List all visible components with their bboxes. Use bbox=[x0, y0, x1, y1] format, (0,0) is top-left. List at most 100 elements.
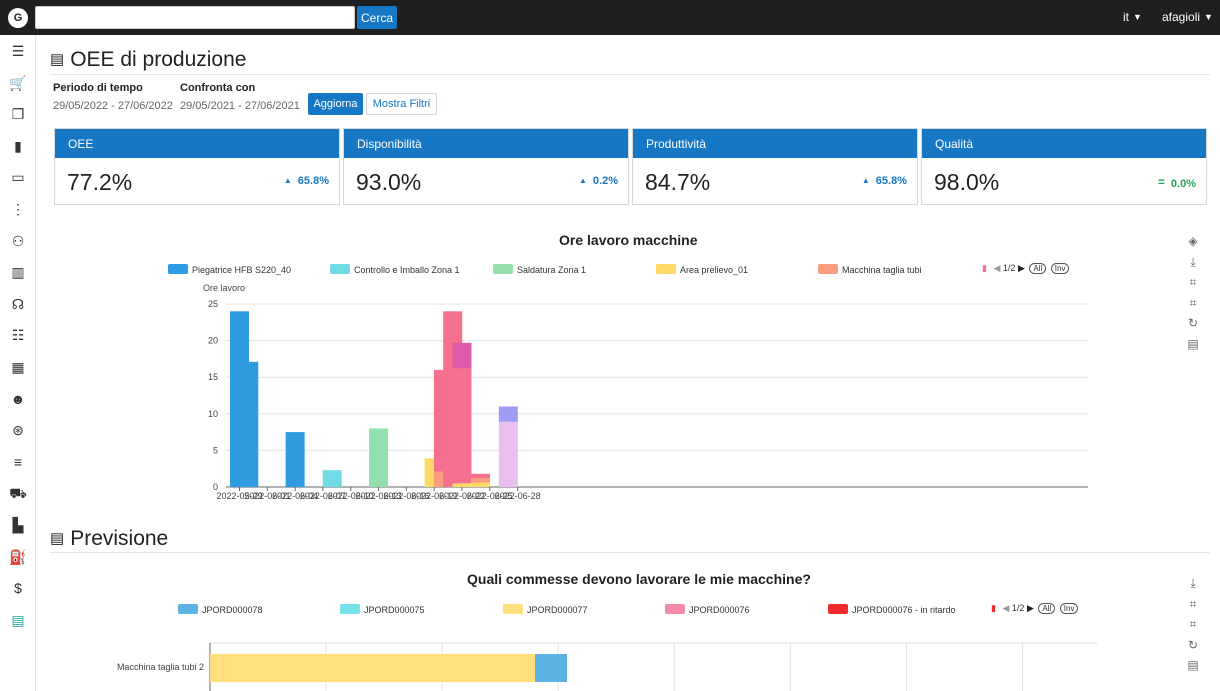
bar-segment[interactable] bbox=[369, 428, 389, 487]
legend-item[interactable]: Saldatura Zona 1 bbox=[493, 264, 586, 275]
period-value[interactable]: 29/05/2022 - 27/06/2022 bbox=[53, 100, 173, 112]
legend-item[interactable]: JPORD000076 - in ritardo bbox=[828, 604, 956, 615]
headset-icon[interactable]: ☊ bbox=[11, 295, 25, 312]
section-divider bbox=[50, 74, 1210, 75]
bar-segment[interactable] bbox=[471, 482, 491, 487]
app-logo-icon[interactable]: G bbox=[8, 8, 28, 28]
bar-segment[interactable] bbox=[452, 368, 472, 484]
search-button[interactable]: Cerca bbox=[357, 6, 397, 29]
bar-segment[interactable] bbox=[285, 432, 305, 487]
bar-segment[interactable] bbox=[443, 311, 463, 487]
bar-segment[interactable] bbox=[452, 483, 472, 487]
crop-icon[interactable]: ⌗ bbox=[1189, 597, 1197, 611]
menu-icon[interactable]: ☰ bbox=[11, 43, 25, 59]
legend-swatch bbox=[178, 604, 198, 614]
legend-label: JPORD000077 bbox=[527, 605, 588, 615]
bar-segment[interactable] bbox=[424, 458, 444, 487]
cart-icon[interactable]: 🛒 bbox=[9, 74, 27, 91]
factory-icon[interactable]: ▙ bbox=[12, 517, 24, 533]
download-icon[interactable]: ⤓ bbox=[1190, 576, 1196, 590]
report-icon: ▤ bbox=[50, 51, 65, 68]
legend-item[interactable]: JPORD000075 bbox=[340, 604, 425, 615]
kpi-title: Qualità bbox=[922, 129, 1206, 158]
y-tick-label: 15 bbox=[208, 372, 218, 382]
refresh-icon[interactable]: ↻ bbox=[1187, 638, 1199, 652]
document-icon[interactable]: ▤ bbox=[1187, 337, 1199, 351]
crop-icon[interactable]: ⌗ bbox=[1189, 275, 1197, 289]
folder-icon[interactable]: ▭ bbox=[11, 169, 25, 186]
boxes-icon[interactable]: ❐ bbox=[11, 106, 25, 123]
forecast-section-title: ▤ Previsione bbox=[50, 527, 168, 551]
legend-item[interactable]: JPORD000076 bbox=[665, 604, 750, 615]
legend-label: JPORD000076 bbox=[689, 605, 750, 615]
next-page-icon[interactable]: ▶ bbox=[1026, 603, 1034, 613]
layers-icon[interactable]: ◈ bbox=[1188, 234, 1198, 248]
team-icon[interactable]: ☻ bbox=[10, 390, 26, 407]
crop-reset-icon[interactable]: ⌗ bbox=[1189, 617, 1197, 631]
language-selector[interactable]: it ▼ bbox=[1123, 10, 1142, 24]
refresh-icon[interactable]: ↻ bbox=[1187, 316, 1199, 330]
extinguisher-icon[interactable]: ⛽ bbox=[9, 548, 27, 565]
kpi-delta: ▲ 0.2% bbox=[579, 175, 618, 187]
legend-swatch bbox=[168, 264, 188, 274]
legend-item[interactable]: JPORD000077 bbox=[503, 604, 588, 615]
legend-item[interactable]: JPORD000078 bbox=[178, 604, 263, 615]
list-icon[interactable]: ☷ bbox=[11, 327, 25, 344]
bar-segment[interactable] bbox=[471, 473, 491, 479]
user-menu[interactable]: afagioli ▼ bbox=[1162, 10, 1213, 24]
bar-segment[interactable] bbox=[433, 369, 453, 472]
bar-segment[interactable] bbox=[498, 421, 518, 487]
legend-all-button[interactable]: All bbox=[1038, 603, 1056, 614]
compare-value[interactable]: 29/05/2021 - 27/06/2021 bbox=[180, 100, 300, 112]
bar-segment[interactable] bbox=[535, 654, 567, 682]
legend-item[interactable]: Area prelievo_01 bbox=[656, 264, 748, 275]
hierarchy-icon[interactable]: ⋮ bbox=[11, 201, 25, 217]
show-filters-button[interactable]: Mostra Filtri bbox=[366, 93, 437, 115]
bar-segment[interactable] bbox=[322, 470, 342, 487]
search-input[interactable] bbox=[35, 6, 355, 29]
bookmark-icon[interactable]: ▮ bbox=[14, 137, 22, 154]
legend-inv-button[interactable]: Inv bbox=[1050, 263, 1070, 274]
kpi-delta: ▲ 65.8% bbox=[862, 175, 907, 187]
legend-item[interactable]: Macchina taglia tubi bbox=[818, 264, 922, 275]
bar-segment[interactable] bbox=[210, 654, 536, 682]
legend-pager: ▮ ◀ 1/2 ▶ All Inv bbox=[982, 263, 1070, 274]
building-icon[interactable]: ▥ bbox=[11, 264, 25, 281]
prev-page-icon[interactable]: ◀ bbox=[993, 263, 1001, 273]
kpi-value: 84.7% bbox=[645, 169, 711, 195]
update-button[interactable]: Aggiorna bbox=[308, 93, 363, 115]
kpi-value: 77.2% bbox=[67, 169, 133, 195]
chart-grid bbox=[209, 642, 1098, 691]
legend-label: Controllo e Imballo Zona 1 bbox=[354, 265, 460, 275]
legend-item[interactable]: Controllo e Imballo Zona 1 bbox=[330, 264, 460, 275]
category-label: Macchina taglia tubi 2 bbox=[117, 662, 204, 672]
download-icon[interactable]: ⤓ bbox=[1190, 255, 1196, 269]
bar-segment[interactable] bbox=[452, 342, 472, 369]
kpi-value: 98.0% bbox=[934, 169, 1000, 195]
crop-reset-icon[interactable]: ⌗ bbox=[1189, 296, 1197, 310]
y-tick-label: 25 bbox=[208, 299, 218, 309]
prev-page-icon[interactable]: ◀ bbox=[1002, 603, 1010, 613]
document-icon[interactable]: ▤ bbox=[1187, 658, 1199, 672]
bar-segment[interactable] bbox=[498, 406, 518, 422]
calendar-icon[interactable]: ▦ bbox=[11, 359, 25, 375]
legend-inv-button[interactable]: Inv bbox=[1059, 603, 1079, 614]
coins-icon[interactable]: ⊛ bbox=[12, 422, 24, 439]
x-tick-label: 2022-06-07 bbox=[300, 491, 346, 501]
invoice-icon[interactable]: $ bbox=[14, 580, 22, 597]
kpi-card-productivity: Produttività 84.7% ▲ 65.8% bbox=[632, 128, 918, 205]
legend-item[interactable]: Piegatrice HFB S220_40 bbox=[168, 264, 291, 275]
chart-title: Ore lavoro macchine bbox=[559, 232, 698, 248]
bar-segment[interactable] bbox=[433, 471, 453, 487]
org-chart-icon[interactable]: ⚇ bbox=[11, 232, 25, 249]
tractor-icon[interactable]: ⛟ bbox=[9, 485, 27, 502]
y-tick-label: 0 bbox=[213, 482, 218, 492]
legend-all-button[interactable]: All bbox=[1029, 263, 1047, 274]
report-icon[interactable]: ▤ bbox=[11, 611, 25, 628]
list-clock-icon[interactable]: ≡ bbox=[13, 453, 23, 470]
bar-segment[interactable] bbox=[471, 478, 491, 483]
bar-segment[interactable] bbox=[239, 361, 259, 487]
top-bar: G Cerca it ▼ afagioli ▼ bbox=[0, 0, 1220, 35]
bar-segment[interactable] bbox=[230, 311, 249, 487]
next-page-icon[interactable]: ▶ bbox=[1017, 263, 1025, 273]
